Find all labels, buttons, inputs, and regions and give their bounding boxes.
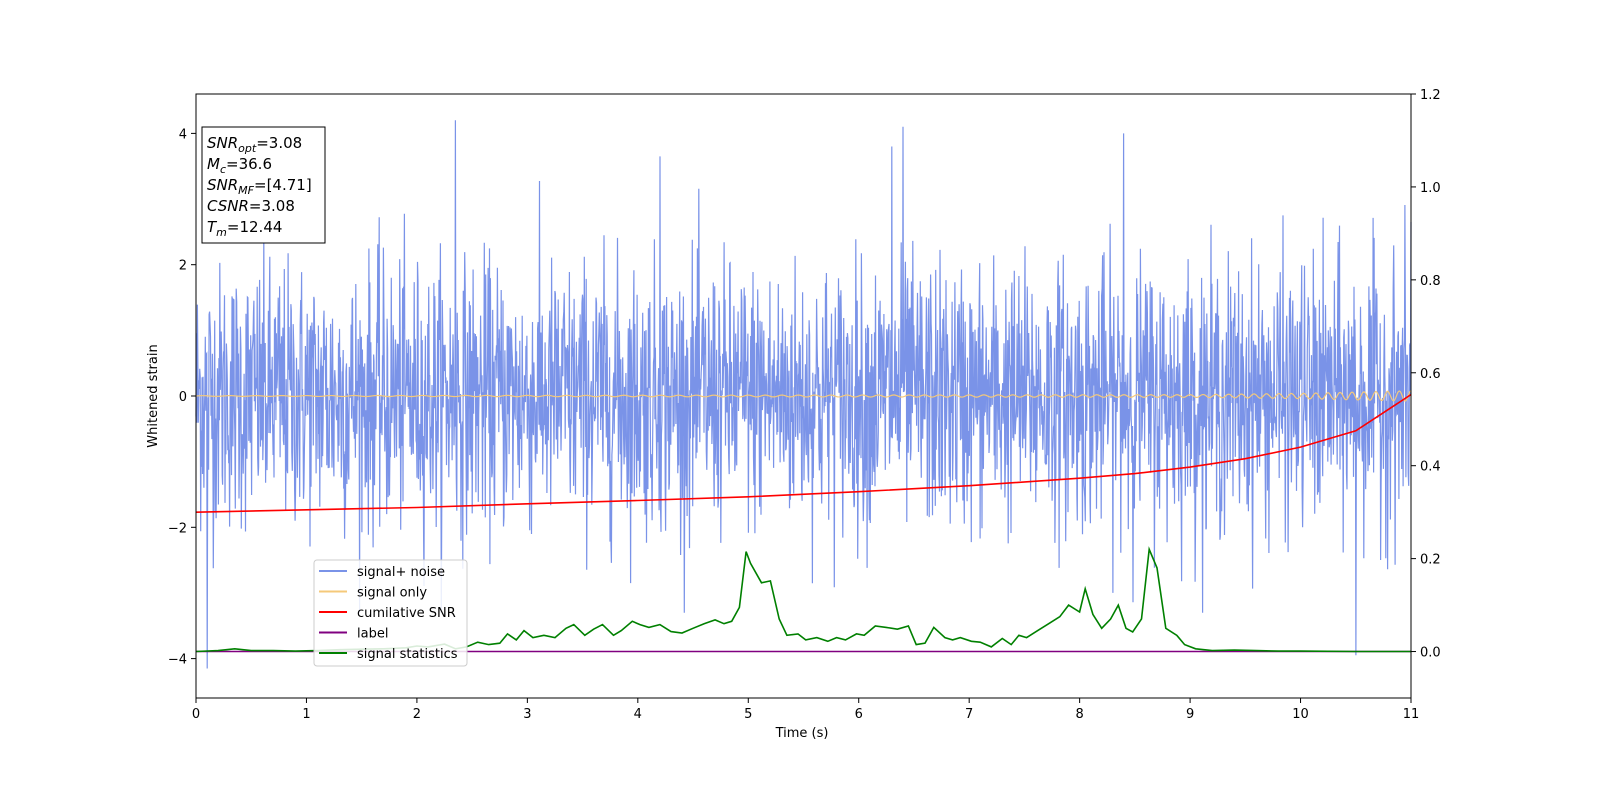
series-signal-statistics [195, 546, 1411, 653]
series-cumilative-snr [195, 393, 1412, 513]
x-axis: 0 1 2 3 4 5 6 7 8 9 10 11 [192, 698, 1419, 722]
x-tick-label: 6 [855, 707, 863, 722]
y-tick-label: −2 [168, 521, 187, 536]
y-axis-right: 1.2 1.0 0.8 0.6 0.4 0.2 0.0 [1411, 88, 1441, 661]
y-right-tick-label: 0.8 [1420, 274, 1441, 289]
y-right-tick-label: 0.6 [1420, 367, 1441, 382]
y-right-tick-label: 0.4 [1420, 460, 1441, 475]
y-tick-label: 4 [179, 127, 187, 142]
annotation-line: SNRopt=3.08 [207, 134, 302, 155]
y-right-tick-label: 1.2 [1420, 88, 1441, 103]
x-tick-label: 3 [523, 707, 531, 722]
series-signal-only [195, 390, 1412, 402]
series-signal-noise [195, 120, 1412, 669]
y-axis-left: 4 2 0 −2 −4 [168, 127, 196, 668]
x-tick-label: 9 [1186, 707, 1194, 722]
y-axis-label: Whitened strain [146, 344, 161, 447]
x-tick-label: 2 [413, 707, 421, 722]
y-right-tick-label: 1.0 [1420, 181, 1441, 196]
x-tick-label: 1 [302, 707, 310, 722]
x-tick-label: 10 [1292, 707, 1309, 722]
x-axis-label: Time (s) [775, 726, 829, 741]
legend-label: signal only [357, 586, 427, 601]
annotation-line: Mc=36.6 [207, 155, 272, 176]
y-right-tick-label: 0.2 [1420, 553, 1441, 568]
x-tick-label: 8 [1075, 707, 1083, 722]
y-tick-label: −4 [168, 653, 187, 668]
annotation-line: SNRMF=[4.71] [207, 176, 312, 197]
annotation-frame [201, 126, 326, 244]
legend-label: signal statistics [357, 647, 458, 662]
legend-label: label [357, 627, 388, 642]
x-tick-label: 4 [634, 707, 642, 722]
annotation-line: Tm=12.44 [207, 218, 282, 239]
x-tick-label: 11 [1403, 707, 1420, 722]
y-tick-label: 0 [179, 390, 187, 405]
annotation-line: CSNR=3.08 [207, 197, 295, 215]
x-tick-label: 7 [965, 707, 973, 722]
x-tick-label: 0 [192, 707, 200, 722]
legend-label: signal+ noise [357, 565, 445, 580]
y-right-tick-label: 0.0 [1420, 646, 1441, 661]
x-tick-label: 5 [744, 707, 752, 722]
legend-frame [313, 559, 468, 667]
y-tick-label: 2 [179, 259, 187, 274]
legend: signal+ noise signal only cumilative SNR la… [313, 559, 468, 667]
legend-label: cumilative SNR [357, 606, 456, 621]
